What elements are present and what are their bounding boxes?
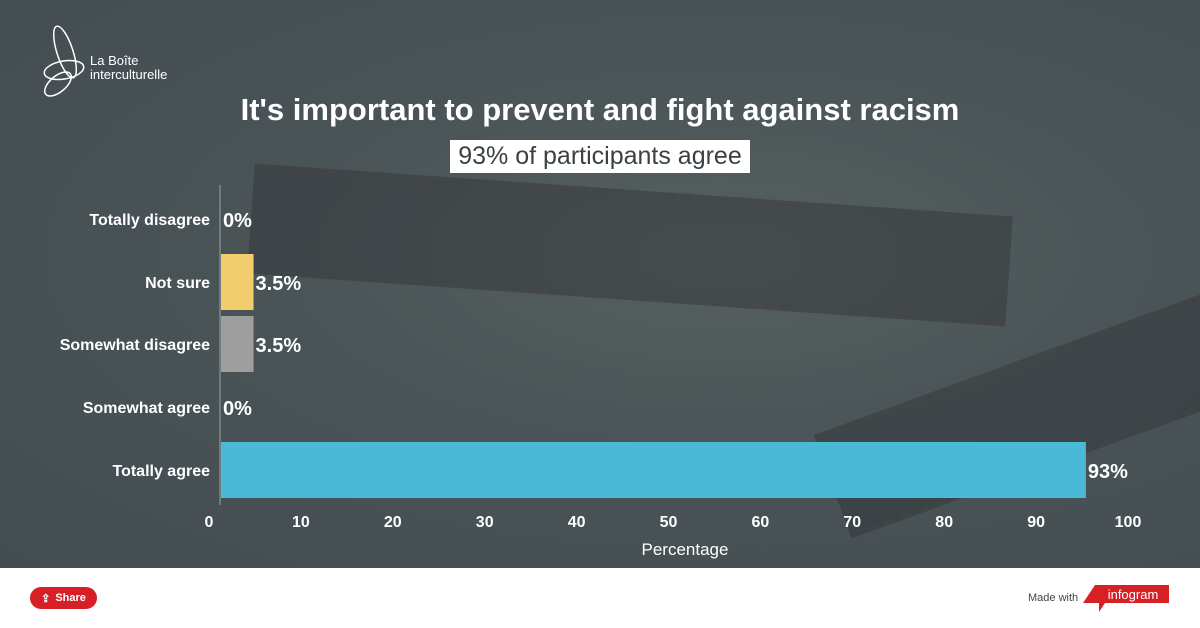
x-tick-label: 50 <box>660 514 678 531</box>
data-label: 0% <box>223 398 252 420</box>
bar[interactable] <box>221 254 254 310</box>
category-label: Totally disagree <box>89 212 210 229</box>
logo-line1: La Boîte <box>90 53 139 68</box>
bar[interactable] <box>221 442 1086 498</box>
x-axis-label: Percentage <box>642 540 729 559</box>
category-label: Not sure <box>145 275 210 292</box>
data-label: 3.5% <box>256 273 302 295</box>
made-with-text: Made with <box>1028 592 1079 604</box>
bar-chart: Totally disagree 0% Not sure 3.5% Somewhat d… <box>60 185 1142 559</box>
share-icon: ⇪ <box>41 592 51 605</box>
share-label: Share <box>55 592 86 604</box>
data-label: 3.5% <box>256 335 302 357</box>
x-tick-label: 30 <box>476 514 494 531</box>
x-tick-label: 90 <box>1027 514 1045 531</box>
infogram-brand-text: infogram <box>1108 587 1159 602</box>
x-tick-label: 70 <box>843 514 861 531</box>
chart-title: It's important to prevent and fight agai… <box>240 92 960 127</box>
category-label: Totally agree <box>112 463 210 480</box>
butterfly-logo-icon <box>43 25 85 97</box>
chart-subtitle: 93% of participants agree <box>450 140 750 173</box>
category-label: Somewhat agree <box>83 400 210 417</box>
infogram-logo[interactable]: infogram <box>1083 585 1173 615</box>
logo-line2: interculturelle <box>90 67 168 82</box>
x-tick-label: 60 <box>752 514 770 531</box>
x-tick-label: 20 <box>384 514 402 531</box>
x-tick-label: 40 <box>568 514 586 531</box>
share-button[interactable]: ⇪ Share <box>30 587 97 609</box>
data-label: 0% <box>223 210 252 232</box>
bar[interactable] <box>221 316 254 372</box>
x-tick-label: 10 <box>292 514 310 531</box>
x-tick-label: 0 <box>205 514 214 531</box>
logo-text: La Boîte interculturelle <box>90 54 167 82</box>
x-tick-label: 100 <box>1115 514 1142 531</box>
chart-background: La Boîte interculturelle It's important … <box>0 0 1200 568</box>
footer: ⇪ Share Made with infogram <box>0 568 1200 628</box>
data-label: 93% <box>1088 461 1128 483</box>
x-tick-label: 80 <box>935 514 953 531</box>
category-label: Somewhat disagree <box>60 337 210 354</box>
